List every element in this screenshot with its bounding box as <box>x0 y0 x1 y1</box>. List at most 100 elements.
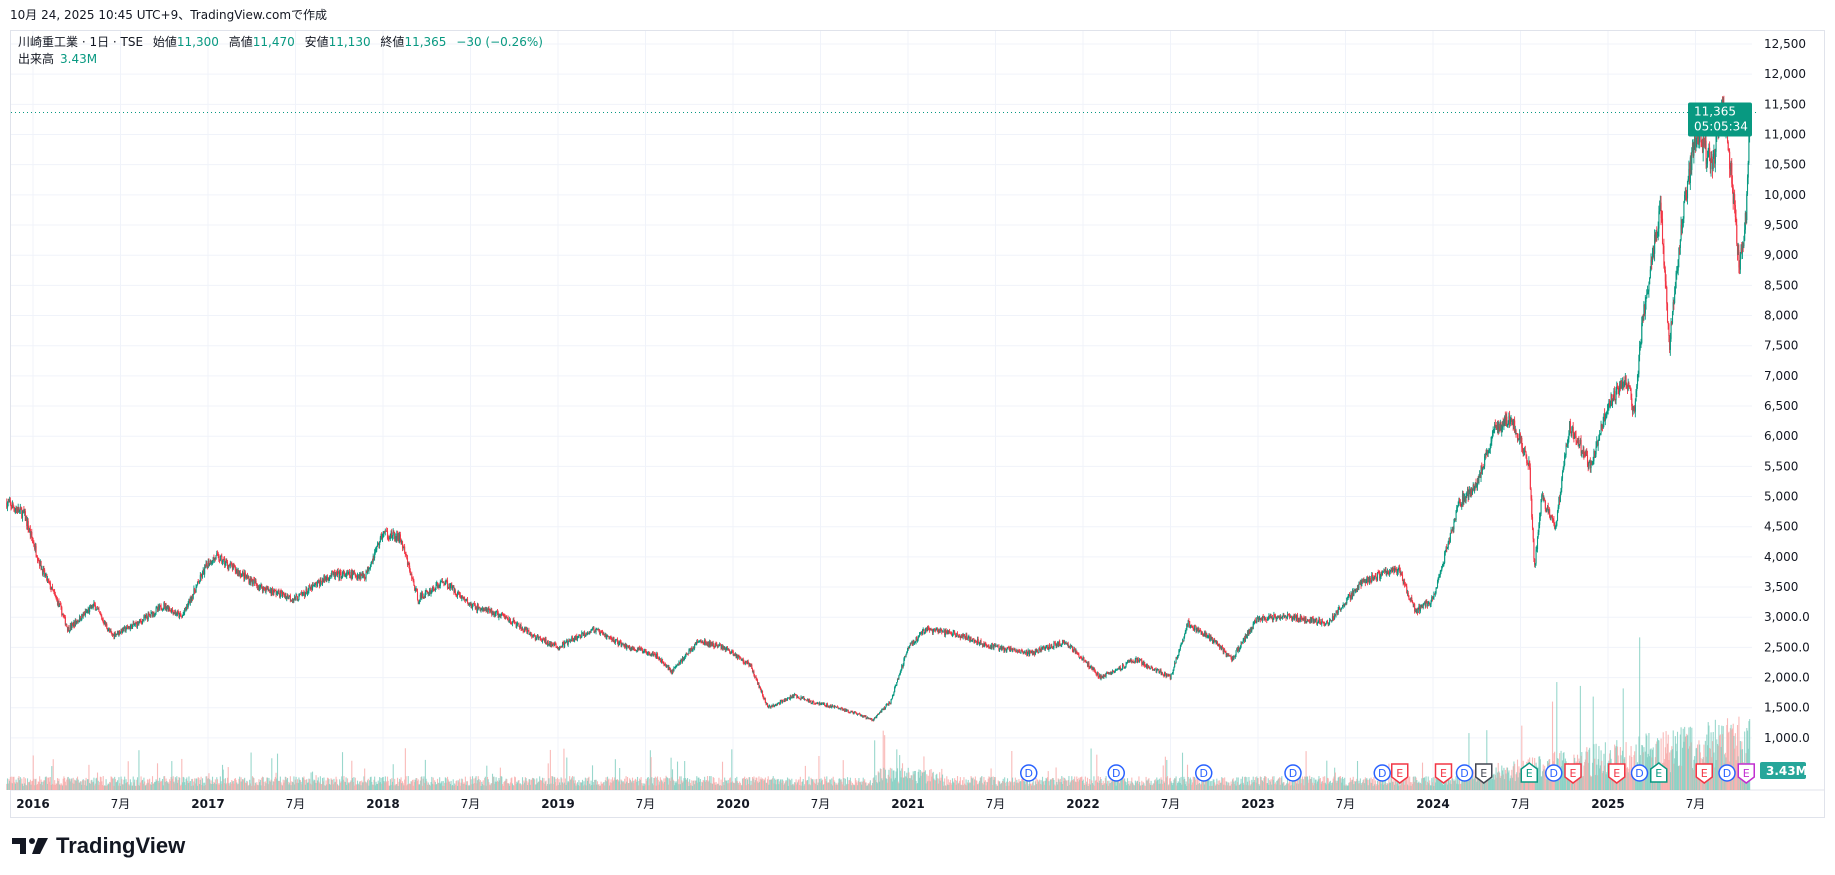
y-tick-label: 2,500.0 <box>1764 640 1810 654</box>
volume-bar <box>1645 733 1647 790</box>
volume-bar <box>164 776 166 790</box>
candle-body <box>633 646 635 649</box>
candle-body <box>607 635 609 637</box>
volume-bar <box>971 777 973 790</box>
candle-body <box>456 592 459 596</box>
candle-body <box>256 585 259 588</box>
volume-bar <box>324 785 326 790</box>
candle-body <box>833 705 835 708</box>
candle-body <box>599 629 601 635</box>
candle-body <box>796 696 799 698</box>
volume-bar <box>166 782 169 790</box>
volume-bar <box>1239 784 1241 790</box>
candle-body <box>497 612 499 618</box>
candle-body <box>531 633 533 637</box>
volume-bar <box>744 776 746 790</box>
candle-body <box>89 607 91 612</box>
candle-body <box>803 697 805 700</box>
volume-bar <box>508 783 510 790</box>
volume-bar <box>1691 768 1694 790</box>
volume-bar <box>1749 719 1751 790</box>
candle-body <box>78 621 80 622</box>
candle-body <box>696 641 699 643</box>
volume-bar <box>83 780 85 790</box>
candle-body <box>626 646 629 647</box>
volume-bar <box>393 785 395 790</box>
volume-bar <box>263 781 265 790</box>
volume-bar <box>1084 776 1086 790</box>
candle-body <box>51 586 54 590</box>
candle-body <box>129 626 131 630</box>
volume-bar <box>930 768 932 790</box>
volume-bar <box>809 785 811 790</box>
candle-body <box>134 623 136 625</box>
volume-bar <box>875 775 877 790</box>
volume-bar <box>1229 785 1231 790</box>
volume-bar <box>1220 782 1222 790</box>
candle-body <box>100 614 102 617</box>
volume-bar <box>1134 785 1136 790</box>
volume-bar <box>544 781 546 790</box>
y-tick-label: 5,500 <box>1764 459 1798 473</box>
volume-bar <box>267 784 269 790</box>
candle-body <box>881 709 883 713</box>
candle-body <box>59 603 61 606</box>
candle-body <box>538 636 540 639</box>
volume-bar <box>340 781 342 790</box>
volume-bar <box>35 778 37 790</box>
volume-bar <box>542 782 544 790</box>
volume-bar <box>1416 782 1419 790</box>
volume-bar <box>1629 755 1631 790</box>
candle-body <box>335 572 337 574</box>
volume-bar <box>1473 769 1475 790</box>
volume-bar <box>758 776 760 790</box>
volume-bar <box>7 783 9 790</box>
volume-bar <box>422 778 424 790</box>
volume-bar <box>484 778 486 790</box>
y-tick-label: 12,000 <box>1764 67 1806 81</box>
volume-bar <box>874 780 876 790</box>
volume-bar <box>1184 784 1186 790</box>
volume-bar <box>1416 779 1418 790</box>
volume-bar <box>869 782 871 790</box>
volume-bar <box>599 785 601 790</box>
volume-bar <box>17 777 19 790</box>
volume-bar <box>1028 783 1030 790</box>
candle-body <box>182 614 184 616</box>
volume-bar <box>899 755 901 790</box>
volume-bar <box>1477 779 1479 790</box>
volume-bar <box>1256 776 1258 790</box>
volume-bar <box>734 778 736 790</box>
volume-bar <box>142 783 144 790</box>
candle-body <box>229 563 231 566</box>
volume-bar <box>1689 726 1691 790</box>
volume-bar <box>280 782 282 790</box>
volume-bar <box>460 782 462 790</box>
volume-bar <box>493 776 495 790</box>
volume-bar <box>351 777 354 790</box>
volume-bar <box>1528 775 1530 790</box>
volume-bar <box>956 776 959 790</box>
candle-body <box>415 588 417 591</box>
candle-body <box>481 608 484 610</box>
volume-bar <box>1083 783 1085 790</box>
volume-bar <box>954 778 956 790</box>
volume-bar <box>582 785 584 790</box>
volume-bar <box>1377 784 1379 790</box>
candle-body <box>49 582 51 590</box>
volume-bar <box>1010 781 1012 790</box>
candle-body <box>185 609 187 610</box>
candle-body <box>132 622 134 625</box>
volume-bar <box>209 779 211 790</box>
volume-bar <box>72 777 74 790</box>
volume-bar <box>432 777 434 790</box>
volume-bar <box>920 775 922 790</box>
candle-body <box>378 544 380 546</box>
volume-bar <box>968 783 970 790</box>
candle-body <box>364 575 366 578</box>
volume-bar <box>659 781 661 790</box>
candle-body <box>439 585 441 587</box>
candle-body <box>177 612 179 613</box>
volume-bar <box>1082 779 1084 790</box>
